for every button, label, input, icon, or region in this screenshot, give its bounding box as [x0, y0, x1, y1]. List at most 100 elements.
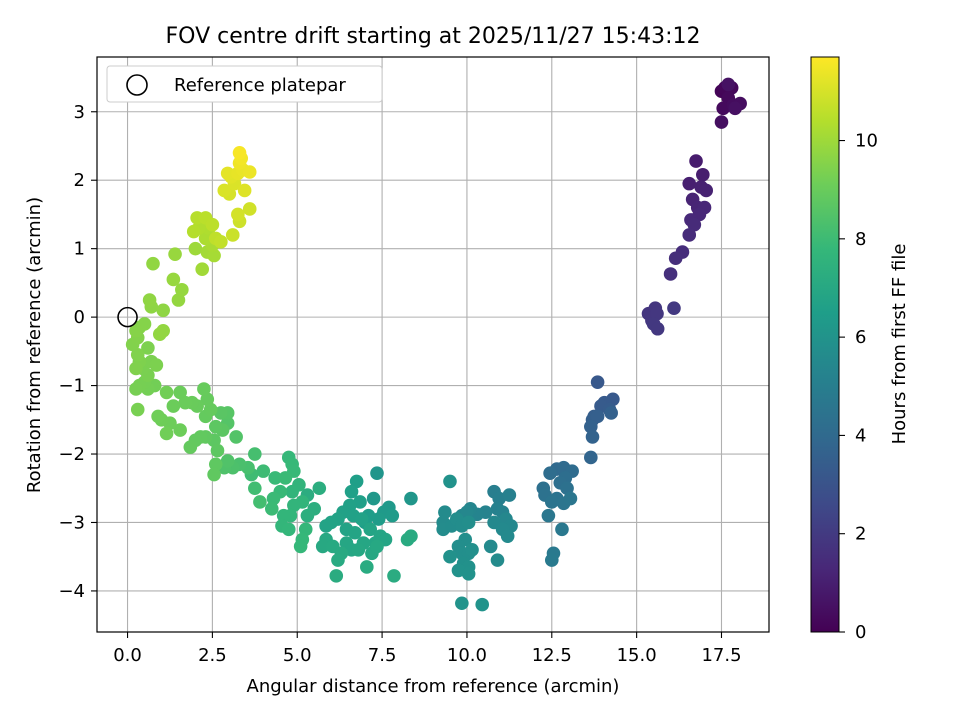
data-point — [604, 406, 618, 420]
data-point — [460, 505, 474, 520]
x-axis-label: Angular distance from reference (arcmin) — [247, 676, 620, 697]
data-point — [687, 217, 702, 232]
colorbar: 0 2 4 6 8 10 Hours from first FF file — [810, 56, 910, 643]
data-point — [721, 77, 736, 92]
data-point — [668, 251, 683, 266]
data-point — [682, 176, 697, 191]
data-point — [541, 508, 556, 523]
grid-lines — [97, 57, 769, 632]
data-point — [543, 466, 557, 480]
data-point — [590, 375, 605, 389]
legend-label: Reference platepar — [174, 75, 346, 96]
data-point — [200, 392, 215, 407]
data-point — [151, 409, 165, 424]
y-axis-label: Rotation from reference (arcmin) — [24, 197, 45, 493]
data-point — [475, 597, 490, 612]
y-tick-label: −3 — [58, 512, 85, 533]
data-point — [220, 166, 235, 181]
data-point — [141, 341, 155, 355]
data-point — [159, 426, 174, 441]
data-point — [232, 146, 247, 160]
data-point — [455, 596, 469, 611]
data-point — [281, 522, 296, 537]
colorbar-tick-label: 4 — [855, 425, 866, 446]
data-point — [208, 457, 223, 472]
y-axis-ticks: −4 −3 −2 −1 0 1 2 3 — [58, 102, 97, 602]
data-point — [285, 484, 299, 499]
data-point — [483, 539, 498, 554]
data-point — [214, 235, 228, 249]
data-point — [696, 167, 710, 182]
data-point — [205, 217, 220, 232]
data-point — [490, 553, 505, 567]
data-point — [242, 202, 257, 216]
data-point — [264, 501, 279, 516]
x-tick-label: 15.0 — [617, 645, 657, 666]
y-tick-label: 3 — [74, 102, 85, 123]
data-point — [129, 382, 143, 396]
data-point — [159, 385, 174, 400]
data-point — [231, 207, 245, 222]
x-axis-ticks: 0.0 2.5 5.0 7.5 10.0 12.5 15.0 17.5 — [113, 632, 742, 666]
data-point — [197, 382, 211, 396]
data-point — [166, 272, 181, 287]
data-point — [465, 543, 479, 557]
y-tick-label: −2 — [58, 444, 85, 465]
data-point — [385, 508, 400, 523]
data-point — [443, 474, 457, 489]
data-point — [667, 301, 681, 316]
data-point — [585, 430, 600, 444]
data-point — [370, 466, 384, 480]
data-point — [363, 522, 378, 537]
data-point — [198, 231, 213, 246]
x-tick-label: 10.0 — [447, 645, 487, 666]
y-tick-label: 1 — [74, 239, 85, 260]
data-point — [555, 522, 569, 537]
chart-title: FOV centre drift starting at 2025/11/27 … — [166, 24, 701, 49]
data-point — [663, 267, 678, 281]
data-point — [208, 419, 223, 434]
data-point — [142, 293, 157, 307]
data-point — [195, 262, 210, 277]
x-tick-label: 5.0 — [283, 645, 312, 666]
data-point — [156, 324, 170, 338]
colorbar-ticks: 0 2 4 6 8 10 — [839, 131, 878, 643]
data-point — [173, 385, 187, 400]
data-point — [237, 183, 252, 198]
colorbar-tick-label: 2 — [855, 524, 866, 545]
data-point — [312, 481, 327, 496]
data-point — [544, 495, 559, 509]
data-point — [387, 569, 401, 583]
data-point — [584, 450, 598, 465]
data-point — [229, 430, 243, 444]
data-point — [248, 481, 262, 496]
legend-box — [106, 65, 383, 103]
data-point — [225, 228, 240, 242]
data-point — [714, 115, 729, 129]
data-point — [319, 519, 333, 533]
data-point — [173, 423, 187, 437]
data-point — [650, 306, 664, 321]
data-point — [584, 419, 598, 434]
data-point — [650, 321, 665, 336]
data-point — [500, 529, 515, 543]
y-tick-label: 0 — [74, 307, 85, 328]
data-point — [276, 508, 291, 523]
data-point — [166, 399, 181, 413]
data-point — [544, 553, 559, 567]
data-point — [331, 553, 345, 567]
data-point — [443, 549, 457, 564]
data-point — [329, 569, 344, 583]
data-point — [171, 293, 186, 307]
data-point — [129, 324, 143, 338]
data-point — [253, 495, 267, 509]
data-point — [207, 248, 221, 263]
reference-platepar-marker — [117, 306, 138, 328]
data-point — [207, 467, 221, 482]
y-tick-label: −1 — [58, 376, 85, 397]
data-point — [129, 361, 143, 376]
colorbar-tick-label: 8 — [855, 229, 866, 250]
scatter-points — [125, 77, 747, 612]
data-point — [175, 282, 189, 297]
data-point — [438, 505, 452, 520]
